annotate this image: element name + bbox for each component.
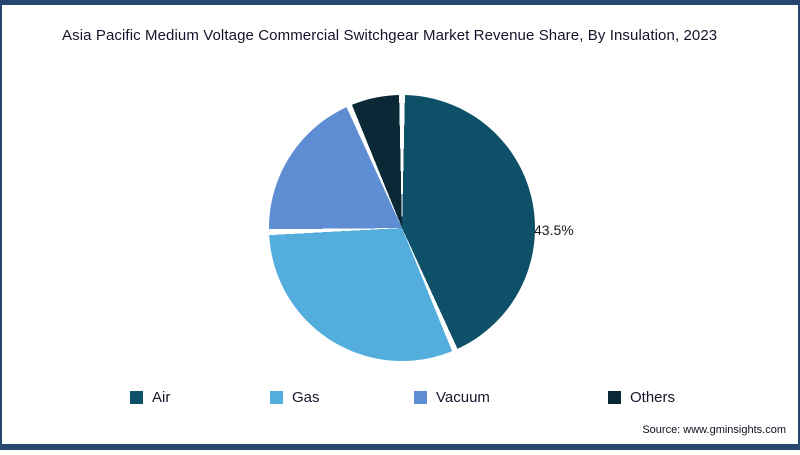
legend-item-gas: Gas xyxy=(270,389,320,406)
legend-item-vacuum: Vacuum xyxy=(414,389,490,406)
legend-swatch-gas xyxy=(270,391,283,404)
legend-label: Vacuum xyxy=(436,389,490,406)
legend-item-air: Air xyxy=(130,389,170,406)
legend-swatch-air xyxy=(130,391,143,404)
legend-label: Gas xyxy=(292,389,320,406)
pie xyxy=(269,95,535,361)
pie-slice-label: 43.5% xyxy=(534,222,574,238)
legend-swatch-vacuum xyxy=(414,391,427,404)
legend-label: Air xyxy=(152,389,171,406)
source-attribution: Source: www.gminsights.com xyxy=(642,424,786,436)
legend-item-others: Others xyxy=(608,389,675,406)
legend-swatch-others xyxy=(608,391,621,404)
legend: Air Gas Vacuum Others xyxy=(2,389,800,411)
pie-chart-area: 43.5% xyxy=(2,5,800,455)
legend-label: Others xyxy=(630,389,676,406)
chart-title: Asia Pacific Medium Voltage Commercial S… xyxy=(62,27,718,44)
